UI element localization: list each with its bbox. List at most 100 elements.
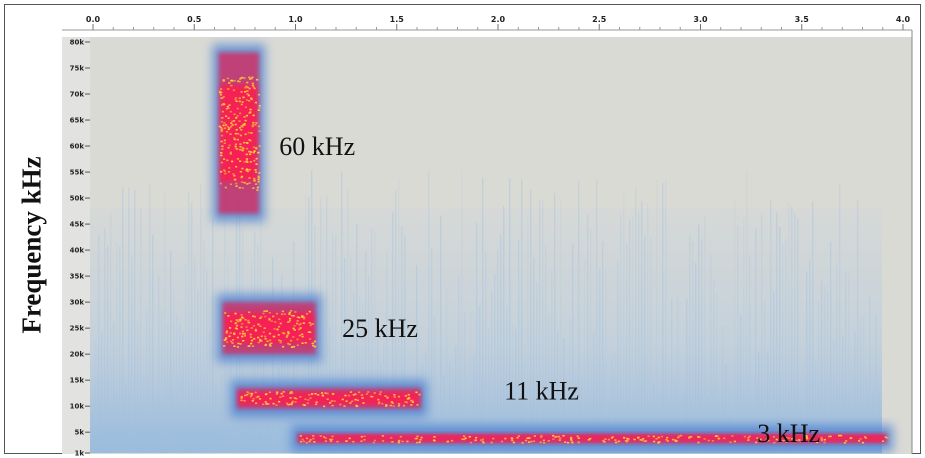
band-speckle — [320, 392, 324, 394]
band-speckle — [239, 145, 242, 148]
band-speckle — [707, 439, 710, 442]
band-speckle — [281, 345, 285, 348]
band-speckle — [283, 313, 286, 315]
band-speckle — [302, 403, 305, 406]
band-speckle — [235, 117, 238, 119]
band-speckle — [242, 147, 245, 150]
band-speckle — [625, 440, 628, 443]
band-speckle — [298, 334, 302, 337]
band-speckle — [221, 117, 224, 119]
noise-streak — [152, 234, 154, 453]
noise-streak — [548, 316, 550, 453]
x-tick-label: 1.0 — [288, 15, 303, 24]
noise-streak — [440, 215, 442, 453]
noise-streak — [860, 317, 862, 453]
band-speckle — [418, 441, 421, 444]
band-speckle — [235, 182, 238, 185]
band-speckle — [251, 124, 254, 126]
ruler-bar — [5, 5, 920, 37]
band-speckle — [339, 403, 342, 406]
band-speckle — [280, 392, 283, 395]
band-speckle — [253, 150, 256, 152]
band-speckle — [569, 436, 573, 439]
band-speckle — [784, 439, 787, 442]
band-speckle — [233, 174, 236, 177]
noise-streak — [542, 199, 544, 453]
band-speckle — [279, 340, 282, 342]
band-speckle — [512, 441, 515, 444]
noise-streak — [734, 200, 736, 453]
noise-streak — [689, 234, 691, 453]
band-speckle — [248, 392, 251, 395]
noise-streak — [209, 332, 211, 453]
band-speckle — [250, 394, 253, 396]
band-speckle — [482, 441, 485, 444]
band-speckle — [381, 402, 384, 405]
band-speckle — [647, 435, 650, 438]
band-speckle — [655, 437, 658, 440]
band-speckle — [884, 436, 887, 439]
x-tick-label: 2.0 — [491, 15, 506, 24]
band-speckle — [287, 332, 290, 335]
band-speckle — [235, 324, 239, 327]
band-speckle — [254, 391, 257, 394]
band-speckle — [614, 439, 617, 441]
noise-streak — [506, 305, 508, 453]
band-speckle — [532, 440, 536, 442]
band-speckle — [257, 395, 260, 398]
band-speckle — [542, 442, 546, 444]
band-speckle — [288, 320, 291, 322]
band-speckle — [218, 90, 221, 92]
noise-streak — [539, 199, 541, 453]
x-tick-label: 0.5 — [187, 15, 202, 24]
band-speckle — [254, 171, 258, 174]
band-speckle — [225, 341, 229, 343]
noise-streak — [794, 213, 796, 453]
band-speckle — [317, 394, 320, 396]
band-speckle — [570, 439, 573, 442]
band-speckle — [481, 440, 485, 443]
band-speckle — [240, 399, 243, 402]
band-speckle — [239, 319, 242, 322]
noise-streak — [185, 262, 187, 453]
band-speckle — [361, 397, 364, 399]
band-speckle — [562, 434, 565, 437]
band-speckle — [552, 434, 555, 437]
band-speckle — [378, 393, 382, 396]
band-speckle — [258, 145, 261, 147]
noise-streak — [290, 400, 292, 453]
band-speckle — [227, 171, 231, 173]
noise-streak — [401, 226, 403, 453]
band-speckle — [296, 316, 299, 319]
band-speckle — [404, 401, 407, 403]
noise-streak — [635, 188, 637, 453]
band-speckle — [239, 134, 243, 137]
band-speckle — [294, 401, 297, 403]
noise-streak — [248, 394, 250, 453]
band-speckle — [305, 437, 309, 440]
band-speckle — [247, 345, 250, 348]
band-speckle — [329, 440, 333, 442]
band-speckle — [829, 435, 832, 438]
noise-streak — [470, 311, 472, 453]
noise-streak — [569, 315, 571, 453]
band-speckle — [285, 402, 289, 405]
band-speckle — [245, 153, 248, 156]
band-peak — [299, 435, 885, 442]
noise-streak — [713, 279, 715, 453]
band-speckle — [224, 312, 227, 314]
band-speckle — [416, 441, 419, 444]
noise-streak — [866, 375, 868, 453]
band-speckle — [540, 434, 543, 437]
noise-streak — [455, 346, 457, 453]
band-speckle — [227, 88, 230, 90]
band-speckle — [511, 439, 514, 442]
band-speckle — [626, 437, 629, 440]
band-speckle — [733, 440, 737, 443]
noise-streak — [530, 189, 532, 454]
band-speckle — [688, 437, 691, 439]
noise-streak — [587, 214, 589, 453]
band-speckle — [323, 405, 326, 408]
noise-streak — [218, 393, 220, 453]
band-speckle — [228, 144, 231, 147]
